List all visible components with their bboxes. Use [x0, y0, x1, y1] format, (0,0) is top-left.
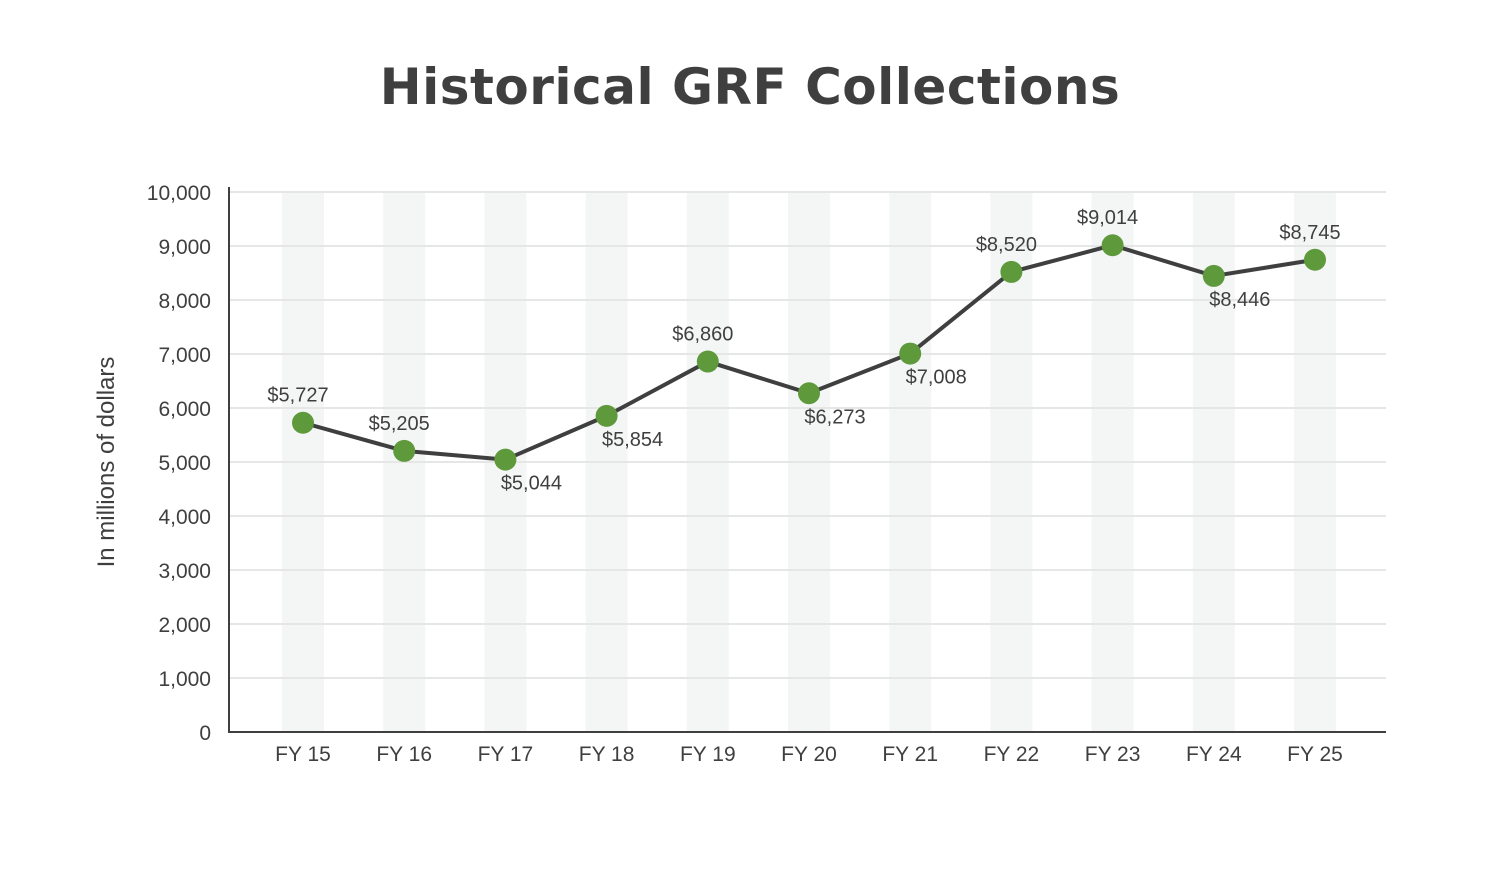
chart-title: Historical GRF Collections — [379, 58, 1121, 116]
x-tick-label: FY 21 — [882, 743, 938, 766]
data-point — [393, 439, 416, 462]
x-tick-label: FY 23 — [1085, 743, 1141, 766]
y-tick-label: 1,000 — [158, 668, 211, 691]
x-tick-label: FY 16 — [376, 743, 432, 766]
y-tick-label: 7,000 — [158, 344, 211, 367]
data-label: $8,745 — [1279, 222, 1340, 244]
data-point — [494, 448, 517, 471]
data-point — [1101, 234, 1124, 257]
x-tick-label: FY 24 — [1186, 743, 1242, 766]
data-point — [696, 350, 719, 373]
data-point — [292, 411, 314, 434]
x-tick-label: FY 19 — [680, 743, 736, 766]
x-tick-label: FY 17 — [478, 743, 534, 766]
y-tick-label: 9,000 — [158, 236, 211, 259]
y-axis-label: In millions of dollars — [93, 357, 120, 568]
data-label: $6,860 — [672, 324, 733, 346]
y-tick-label: 2,000 — [158, 614, 211, 637]
y-tick-label: 4,000 — [158, 506, 211, 529]
data-point — [595, 404, 618, 427]
data-point — [1304, 248, 1326, 271]
x-tick-label: FY 20 — [781, 743, 837, 766]
data-label: $7,008 — [906, 367, 967, 389]
y-tick-labels: 0 1,000 2,000 3,000 4,000 5,000 6,000 7,000 8,00… — [147, 182, 211, 745]
data-label: $6,273 — [804, 406, 865, 428]
x-tick-label: FY 15 — [275, 743, 331, 766]
data-point — [798, 382, 820, 405]
x-tick-label: FY 18 — [579, 743, 635, 766]
y-tick-label: 6,000 — [158, 398, 211, 421]
data-points — [292, 234, 1326, 471]
x-tick-label: FY 25 — [1287, 743, 1343, 766]
data-labels: $5,727 $5,205 $5,044 $5,854 $6,860 $6,273 $7,0… — [267, 207, 1340, 494]
data-label: $5,205 — [369, 413, 430, 435]
data-point — [899, 342, 922, 365]
data-label: $8,446 — [1209, 289, 1270, 311]
data-label: $9,014 — [1077, 207, 1138, 229]
x-tick-labels: FY 15 FY 16 FY 17 FY 18 FY 19 FY 20 FY 21 FY 22… — [275, 743, 1343, 766]
data-point — [1202, 264, 1225, 287]
y-tick-label: 8,000 — [158, 290, 211, 313]
y-tick-label: 5,000 — [158, 452, 211, 475]
data-label: $5,044 — [501, 473, 562, 495]
x-tick-label: FY 22 — [984, 743, 1040, 766]
y-tick-label: 10,000 — [147, 182, 211, 205]
data-label: $5,854 — [602, 429, 663, 451]
data-point — [1000, 260, 1023, 283]
y-tick-label: 3,000 — [158, 560, 211, 583]
axes — [228, 187, 1386, 733]
data-label: $5,727 — [267, 385, 328, 407]
y-tick-label: 0 — [199, 722, 211, 745]
gridlines — [229, 191, 1386, 679]
data-label: $8,520 — [976, 234, 1037, 256]
